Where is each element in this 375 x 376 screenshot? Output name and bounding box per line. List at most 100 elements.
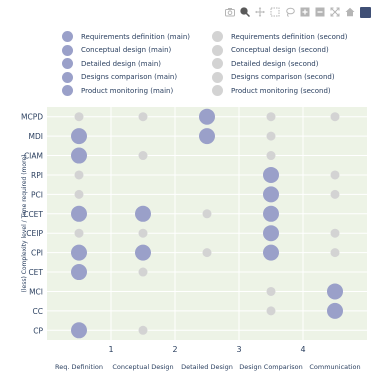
data-point-main [327, 302, 343, 319]
y-tick-label: PCI [31, 190, 43, 199]
data-point-main [71, 322, 87, 339]
data-point-second [330, 112, 340, 122]
data-point-second [330, 189, 340, 199]
data-point-main [71, 205, 87, 222]
legend-marker-main [62, 85, 73, 97]
data-point-second [74, 228, 84, 238]
legend-item-second[interactable]: Conceptual design (second) [212, 44, 348, 58]
legend-label: Product monitoring (second) [231, 86, 331, 95]
y-tick-label: CEIP [26, 229, 43, 238]
data-point-second [266, 286, 276, 296]
legend-marker-main [62, 44, 73, 56]
zoom-box-icon[interactable] [269, 6, 281, 18]
data-point-second [138, 267, 148, 277]
zoom-in-icon[interactable] [299, 6, 311, 18]
data-point-second [266, 112, 276, 122]
camera-icon[interactable] [224, 6, 236, 18]
home-icon[interactable] [344, 6, 356, 18]
lasso-icon[interactable] [284, 6, 296, 18]
legend-item-second[interactable]: Product monitoring (second) [212, 84, 348, 98]
x-category-label: Communication [309, 363, 360, 371]
data-point-main [135, 244, 151, 261]
data-point-main [263, 186, 279, 203]
y-tick-label: MDI [29, 132, 43, 141]
zoom-icon[interactable] [239, 6, 251, 18]
legend-label: Designs comparison (main) [81, 73, 178, 82]
legend-marker-main [62, 58, 73, 70]
data-point-second [138, 151, 148, 161]
legend-label: Conceptual design (second) [231, 46, 329, 55]
data-point-main [263, 166, 279, 183]
data-point-second [138, 228, 148, 238]
legend-label: Requirements definition (second) [231, 32, 348, 41]
legend-second-column: Requirements definition (second) Concept… [212, 30, 348, 98]
data-point-main [71, 264, 87, 281]
data-point-main [135, 205, 151, 222]
data-point-main [199, 108, 215, 125]
x-category-label: Req. Definition [55, 363, 103, 371]
autoscale-icon[interactable] [329, 6, 341, 18]
legend-marker-second [212, 85, 223, 97]
data-point-main [71, 147, 87, 164]
data-point-second [266, 306, 276, 316]
data-point-second [74, 189, 84, 199]
data-point-second [330, 170, 340, 180]
y-tick-label: CPI [31, 249, 43, 258]
legend-label: Conceptual design (main) [81, 46, 172, 55]
data-point-second [202, 209, 212, 219]
data-point-main [327, 283, 343, 300]
zoom-out-icon[interactable] [314, 6, 326, 18]
plotly-logo-icon[interactable] [359, 6, 371, 18]
legend-label: Designs comparison (second) [231, 73, 335, 82]
legend-item-main[interactable]: Conceptual design (main) [62, 44, 190, 58]
data-point-second [202, 248, 212, 258]
y-tick-label: CC [33, 307, 43, 316]
x-category-label: Conceptual Design [112, 363, 173, 371]
legend-item-second[interactable]: Requirements definition (second) [212, 30, 348, 44]
data-point-second [330, 228, 340, 238]
x-tick-label: 1 [108, 345, 113, 354]
legend-marker-second [212, 71, 223, 83]
x-category-label: Detailed Design [181, 363, 233, 371]
chart-toolbar [224, 6, 371, 18]
data-point-second [138, 325, 148, 335]
legend-marker-main [62, 71, 73, 83]
y-tick-label: CP [33, 326, 43, 335]
y-axis-title: (less) Complexity level / Time required … [21, 155, 28, 293]
y-tick-label: MCPD [21, 113, 43, 122]
y-tick-label: CET [28, 268, 43, 277]
legend-item-second[interactable]: Designs comparison (second) [212, 71, 348, 85]
legend-item-main[interactable]: Designs comparison (main) [62, 71, 190, 85]
data-point-second [138, 112, 148, 122]
x-tick-label: 4 [300, 345, 305, 354]
data-point-second [74, 112, 84, 122]
legend-item-second[interactable]: Detailed design (second) [212, 57, 348, 71]
x-tick-label: 2 [172, 345, 177, 354]
legend-label: Detailed design (second) [231, 59, 319, 68]
legend-marker-second [212, 31, 223, 43]
data-point-second [266, 131, 276, 141]
y-tick-label: CCET [23, 210, 43, 219]
data-point-main [71, 128, 87, 145]
legend-label: Detailed design (main) [81, 59, 161, 68]
y-tick-label: MCI [29, 287, 43, 296]
legend-marker-second [212, 44, 223, 56]
legend-label: Requirements definition (main) [81, 32, 191, 41]
data-point-main [263, 225, 279, 242]
y-tick-label: RPI [31, 171, 43, 180]
data-point-second [330, 248, 340, 258]
data-point-main [199, 128, 215, 145]
y-tick-label: CIAM [24, 152, 43, 161]
data-point-second [74, 170, 84, 180]
x-tick-label: 3 [236, 345, 241, 354]
legend-item-main[interactable]: Product monitoring (main) [62, 84, 190, 98]
data-point-second [266, 151, 276, 161]
pan-icon[interactable] [254, 6, 266, 18]
data-point-main [263, 205, 279, 222]
legend-item-main[interactable]: Detailed design (main) [62, 57, 190, 71]
plot-area [47, 107, 367, 340]
legend-item-main[interactable]: Requirements definition (main) [62, 30, 190, 44]
data-point-main [263, 244, 279, 261]
legend-marker-second [212, 58, 223, 70]
